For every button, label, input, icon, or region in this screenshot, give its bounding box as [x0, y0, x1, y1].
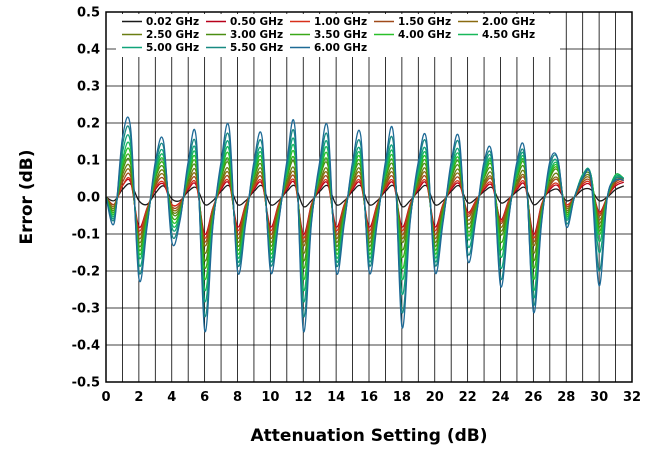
- legend-label: 2.50 GHz: [146, 29, 199, 41]
- x-tick-label: 26: [524, 390, 542, 405]
- x-tick-label: 16: [360, 390, 378, 405]
- legend-label: 5.50 GHz: [230, 42, 283, 54]
- x-tick-label: 0: [101, 390, 110, 405]
- x-tick-label: 6: [200, 390, 209, 405]
- y-tick-label: -0.3: [72, 302, 100, 317]
- y-tick-label: 0.1: [77, 154, 100, 169]
- legend-label: 1.50 GHz: [398, 16, 451, 28]
- y-tick-label: 0.3: [77, 80, 100, 95]
- legend-label: 4.00 GHz: [398, 29, 451, 41]
- x-tick-label: 12: [294, 390, 312, 405]
- legend-label: 6.00 GHz: [314, 42, 367, 54]
- x-tick-label: 32: [623, 390, 641, 405]
- y-axis-ticks: 0.5 0.4 0.3 0.2 0.1 0.0 -0.1 -0.2 -0.3 -0.4 -0.5: [72, 6, 100, 391]
- y-tick-label: 0.2: [77, 117, 100, 132]
- legend: 0.02 GHz 0.50 GHz 1.00 GHz 1.50 GHz 2.00 GHz…: [122, 16, 535, 54]
- legend-background: [116, 14, 560, 57]
- x-tick-label: 24: [491, 390, 509, 405]
- x-tick-label: 8: [233, 390, 242, 405]
- legend-label: 2.00 GHz: [482, 16, 535, 28]
- y-tick-label: -0.2: [72, 265, 100, 280]
- series-line-6-00-ghz: [105, 116, 624, 333]
- legend-label: 5.00 GHz: [146, 42, 199, 54]
- x-tick-label: 18: [393, 390, 411, 405]
- legend-label: 0.02 GHz: [146, 16, 199, 28]
- x-axis-ticks: 0 2 4 6 8 10 12 14 16 18 20 22 24 26 28 30 32: [101, 390, 641, 405]
- legend-label: 0.50 GHz: [230, 16, 283, 28]
- y-tick-label: -0.4: [72, 339, 100, 354]
- data-series-group: [105, 116, 625, 333]
- x-tick-label: 14: [327, 390, 345, 405]
- x-tick-label: 2: [134, 390, 143, 405]
- legend-label: 3.50 GHz: [314, 29, 367, 41]
- x-tick-label: 30: [590, 390, 608, 405]
- y-tick-label: -0.5: [72, 376, 100, 391]
- y-tick-label: -0.1: [72, 228, 100, 243]
- x-tick-label: 28: [557, 390, 575, 405]
- y-axis-title: Error (dB): [17, 149, 37, 244]
- x-tick-label: 10: [261, 390, 279, 405]
- y-tick-label: 0.0: [77, 191, 100, 206]
- plot-frame: [105, 11, 633, 383]
- y-tick-label: 0.5: [77, 6, 100, 21]
- x-tick-label: 20: [426, 390, 444, 405]
- legend-label: 4.50 GHz: [482, 29, 535, 41]
- legend-label: 3.00 GHz: [230, 29, 283, 41]
- legend-label: 1.00 GHz: [314, 16, 367, 28]
- x-tick-label: 4: [167, 390, 176, 405]
- y-tick-label: 0.4: [77, 43, 100, 58]
- x-tick-label: 22: [459, 390, 477, 405]
- x-axis-title: Attenuation Setting (dB): [251, 426, 488, 446]
